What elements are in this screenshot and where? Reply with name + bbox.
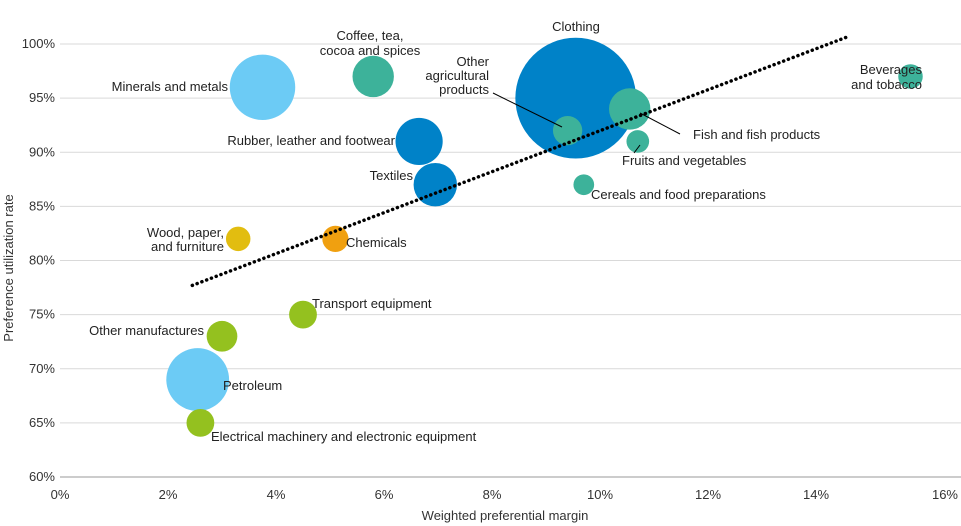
label-other-agricultural-line-2: agricultural (425, 68, 489, 83)
leader-other-agricultural (492, 92, 563, 128)
x-tick-label: 10% (587, 487, 613, 502)
x-tick-label: 16% (932, 487, 958, 502)
label-wood-line-2: and furniture (151, 239, 224, 254)
x-axis-ticks: 0% 2% 4% 6% 8% 10% 12% 14% 16% (51, 487, 959, 502)
label-transport: Transport equipment (312, 296, 432, 311)
bubble-petroleum (166, 348, 230, 411)
label-chemicals: Chemicals (346, 235, 407, 250)
label-other-agricultural-line-1: Other (456, 54, 489, 69)
y-tick-label: 60% (29, 469, 55, 484)
label-other-agricultural-line-3: products (439, 82, 489, 97)
y-tick-label: 75% (29, 307, 55, 322)
label-beverages-line-2: and tobacco (851, 77, 922, 92)
label-electrical: Electrical machinery and electronic equi… (211, 429, 477, 444)
bubble-minerals-and-metals (229, 54, 296, 121)
point-labels: Clothing Minerals and metals Coffee, tea… (89, 19, 922, 444)
x-tick-label: 2% (159, 487, 178, 502)
x-tick-label: 0% (51, 487, 70, 502)
x-tick-label: 4% (267, 487, 286, 502)
y-tick-label: 65% (29, 415, 55, 430)
bubble-wood-paper-and-furniture (225, 226, 251, 252)
label-clothing: Clothing (552, 19, 600, 34)
y-axis-title: Preference utilization rate (1, 194, 16, 341)
y-tick-label: 85% (29, 198, 55, 213)
y-axis-ticks: 60% 65% 70% 75% 80% 85% 90% 95% 100% (22, 36, 56, 484)
bubble-fruits-and-vegetables (626, 130, 650, 153)
bubble-fish-and-fish-products (609, 88, 651, 130)
bubbles (166, 37, 923, 437)
bubble-rubber-leather-and-footwear (395, 117, 443, 166)
label-fish: Fish and fish products (693, 127, 821, 142)
bubble-electrical-machinery-and-electronic-equipment (186, 408, 215, 437)
label-wood-line-1: Wood, paper, (147, 225, 224, 240)
bubble-coffee-tea-cocoa-and-spices (352, 55, 394, 98)
bubble-other-manufactures (206, 320, 238, 352)
label-fruits: Fruits and vegetables (622, 153, 747, 168)
y-tick-label: 70% (29, 361, 55, 376)
label-beverages-line-1: Beverages (860, 62, 923, 77)
bubble-beverages-and-tobacco (898, 64, 923, 89)
leader-fruits (633, 144, 641, 154)
label-minerals-and-metals: Minerals and metals (112, 79, 229, 94)
x-tick-label: 6% (375, 487, 394, 502)
bubble-chemicals (322, 225, 349, 252)
bubble-other-agricultural-products (552, 115, 583, 146)
leader-lines (492, 92, 681, 154)
leader-fish (639, 112, 681, 135)
y-tick-label: 80% (29, 253, 55, 268)
bubble-cereals-and-food-preparations (573, 174, 595, 196)
x-tick-label: 8% (483, 487, 502, 502)
x-tick-label: 14% (803, 487, 829, 502)
label-petroleum: Petroleum (223, 378, 282, 393)
label-coffee-line-1: Coffee, tea, (337, 28, 404, 43)
label-textiles: Textiles (370, 168, 414, 183)
label-rubber: Rubber, leather and footwear (227, 133, 395, 148)
bubble-transport-equipment (289, 300, 317, 329)
x-axis-title: Weighted preferential margin (422, 508, 589, 523)
y-tick-label: 95% (29, 90, 55, 105)
y-tick-label: 100% (22, 36, 56, 51)
label-cereals: Cereals and food preparations (591, 187, 766, 202)
y-tick-label: 90% (29, 144, 55, 159)
trendline (190, 35, 848, 288)
x-tick-label: 12% (695, 487, 721, 502)
label-coffee-line-2: cocoa and spices (320, 43, 421, 58)
label-other-manufactures: Other manufactures (89, 323, 204, 338)
bubble-textiles (413, 163, 458, 207)
